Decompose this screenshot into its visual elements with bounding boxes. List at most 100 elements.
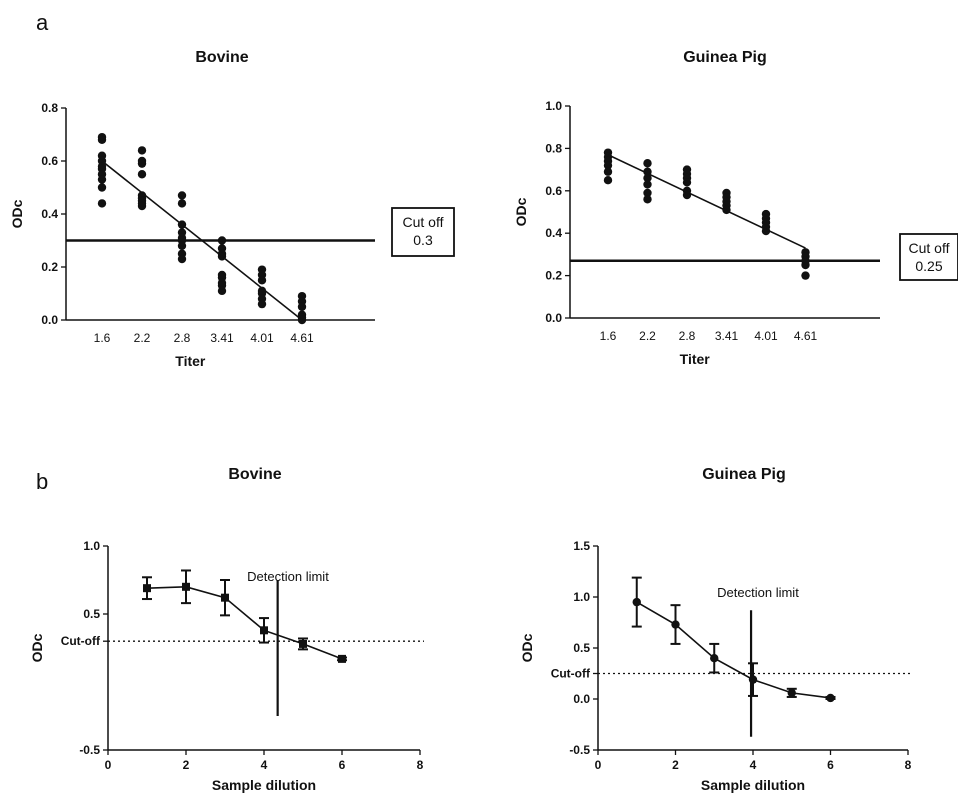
y-tick-label: 0.2: [545, 269, 562, 283]
x-tick-label: 6: [339, 758, 346, 772]
x-tick-label: 2.2: [134, 331, 151, 345]
x-tick-label: 6: [827, 758, 834, 772]
chart-a-guinea-pig: Guinea Pig 0.0 0.2 0.4 0.6 0.8 1.0 1.6 2.2 2.8 3.4…: [513, 49, 958, 367]
y-axis-label: ODc: [513, 197, 529, 226]
cutoff-box: [391, 207, 455, 257]
x-tick-label: 4.01: [754, 329, 778, 343]
data-point: [299, 639, 307, 648]
x-tick-label: 4: [750, 758, 757, 772]
x-tick-label: 2.2: [639, 329, 656, 343]
data-point: [787, 688, 796, 698]
data-point: [97, 175, 107, 184]
data-point: [632, 597, 641, 607]
x-tick-label: 8: [905, 758, 912, 772]
data-point: [297, 302, 307, 311]
data-point: [682, 178, 692, 187]
data-point: [97, 135, 107, 144]
y-axis-label: ODc: [29, 633, 45, 662]
data-point: [643, 159, 652, 168]
data-point: [748, 675, 758, 684]
x-tick-label: 2.8: [679, 329, 696, 343]
y-tick-label: 0.0: [41, 313, 58, 327]
data-point: [182, 582, 190, 591]
data-point: [97, 199, 107, 208]
data-point: [801, 260, 810, 270]
x-tick-label: 3.41: [715, 329, 739, 343]
data-point: [603, 161, 613, 170]
chart-b-bovine: Bovine -0.5 0.5 1.0 Cut-off 0 2 4 6 8 Sample dilut…: [29, 466, 424, 793]
y-tick-label: 0.2: [41, 260, 58, 274]
chart-title: Guinea Pig: [683, 49, 767, 66]
x-tick-label: 2: [183, 758, 190, 772]
data-point: [143, 584, 151, 593]
data-point: [137, 201, 147, 211]
data-point: [257, 276, 267, 285]
data-point: [177, 199, 187, 208]
x-axis-label: Sample dilution: [212, 777, 316, 793]
y-tick-label: 0.8: [41, 101, 58, 115]
cutoff-box-value: 0.3: [413, 232, 433, 248]
y-tick-label: -0.5: [79, 743, 100, 757]
data-point: [338, 654, 346, 663]
data-point: [260, 626, 268, 635]
x-axis-label: Sample dilution: [701, 777, 805, 793]
y-tick-label: 0.6: [41, 154, 58, 168]
series-line: [146, 585, 343, 660]
data-point: [643, 173, 652, 183]
cutoff-box-label: Cut off: [403, 214, 444, 230]
panel-label-a: a: [36, 10, 49, 35]
y-tick-label: 1.0: [573, 590, 590, 604]
x-tick-label: 0: [105, 758, 112, 772]
y-tick-label: 0.0: [573, 692, 590, 706]
chart-a-bovine: Bovine 0.0 0.2 0.4 0.6 0.8 1.6 2.2 2.8 3.41 4.01 4.…: [9, 49, 455, 369]
x-tick-label: 4.01: [250, 331, 274, 345]
x-tick-label: 2.8: [174, 331, 191, 345]
chart-b-guinea-pig: Guinea Pig -0.5 0.0 0.5 1.0 1.5 Cut-off 0 2 4 6 8 Sa…: [519, 466, 912, 793]
chart-title: Bovine: [228, 466, 281, 483]
y-tick-label: 1.0: [83, 539, 100, 553]
x-axis-label: Titer: [175, 353, 206, 369]
data-point: [643, 188, 652, 198]
y-tick-label: 0.0: [545, 311, 562, 325]
x-axis-label: Titer: [680, 351, 711, 367]
data-point: [643, 195, 652, 204]
y-tick-label: 0.8: [545, 141, 562, 155]
x-tick-label: 4.61: [794, 329, 818, 343]
data-point: [217, 286, 227, 296]
data-point: [177, 254, 187, 264]
cutoff-box-label: Cut off: [909, 240, 950, 256]
cutoff-box: [899, 233, 958, 281]
data-point: [137, 170, 147, 179]
x-tick-label: 4: [261, 758, 268, 772]
y-tick-label: 0.5: [83, 607, 100, 621]
y-tick-label: 1.0: [545, 99, 562, 113]
chart-title: Guinea Pig: [702, 466, 786, 483]
data-point: [603, 167, 613, 176]
data-point: [801, 271, 810, 280]
x-tick-label: 2: [672, 758, 679, 772]
x-tick-label: 3.41: [210, 331, 234, 345]
y-tick-label: 0.6: [545, 184, 562, 198]
data-point: [221, 593, 229, 602]
data-point: [671, 620, 680, 629]
series-line: [636, 601, 831, 699]
data-point: [137, 146, 147, 155]
y-tick-label: 0.5: [573, 641, 590, 655]
data-point: [826, 693, 835, 703]
y-axis-label: ODc: [519, 633, 535, 662]
x-tick-label: 8: [417, 758, 424, 772]
detection-limit-label: Detection limit: [247, 569, 329, 584]
chart-title: Bovine: [195, 49, 248, 66]
x-tick-label: 4.61: [290, 331, 314, 345]
data-point: [257, 299, 267, 309]
x-tick-label: 1.6: [94, 331, 111, 345]
data-point: [177, 241, 187, 250]
panel-label-b: b: [36, 469, 48, 494]
fit-line: [607, 154, 806, 249]
x-tick-label: 0: [595, 758, 602, 772]
data-point: [177, 191, 187, 200]
detection-limit-label: Detection limit: [717, 585, 799, 600]
cutoff-tick-label: Cut-off: [61, 634, 101, 648]
y-tick-label: -0.5: [569, 743, 590, 757]
